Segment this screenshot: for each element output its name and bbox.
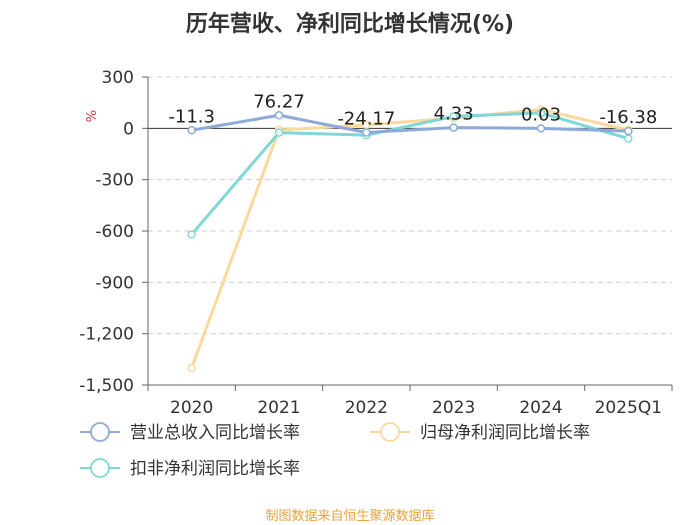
series-line xyxy=(190,111,629,236)
data-label: 0.03 xyxy=(521,104,561,125)
y-tick-label: 300 xyxy=(102,68,134,88)
legend-label: 营业总收入同比增长率 xyxy=(130,423,300,443)
data-label: -11.3 xyxy=(168,106,215,127)
series-line xyxy=(190,108,629,369)
x-tick-label: 2021 xyxy=(257,398,300,418)
data-point xyxy=(536,124,546,133)
chart-title: 历年营收、净利同比增长情况(%) xyxy=(185,12,515,37)
x-tick-label: 2024 xyxy=(519,398,562,418)
x-tick-label: 2023 xyxy=(432,398,475,418)
data-labels: -11.3 76.27 -24.17 4.33 0.03 -16.38 xyxy=(168,91,657,129)
data-point xyxy=(624,134,633,143)
legend-label: 扣非净利润同比增长率 xyxy=(130,459,300,479)
data-point xyxy=(187,230,196,239)
data-point xyxy=(449,112,458,121)
y-tick-label: -300 xyxy=(95,171,134,191)
data-point xyxy=(362,128,371,137)
legend-marker xyxy=(90,458,110,478)
data-point xyxy=(274,111,284,120)
source-note: 制图数据来自恒生聚源数据库 xyxy=(265,509,435,524)
x-tick-label: 2022 xyxy=(345,398,388,418)
data-point xyxy=(274,128,284,137)
data-label: -24.17 xyxy=(337,108,395,129)
y-tick-label: 0 xyxy=(123,119,134,139)
data-point xyxy=(449,123,458,132)
legend-label: 归母净利润同比增长率 xyxy=(420,423,590,443)
data-label: -16.38 xyxy=(599,107,657,128)
x-tick-labels: 2020 2021 2022 2023 2024 2025Q1 xyxy=(170,398,662,418)
data-point xyxy=(187,126,196,135)
x-tick-label: 2025Q1 xyxy=(595,398,662,418)
legend-marker xyxy=(380,422,400,442)
data-label: 76.27 xyxy=(253,91,305,112)
y-tick-label: -900 xyxy=(95,273,134,293)
data-point xyxy=(187,363,196,373)
y-axis-label: % xyxy=(85,110,100,122)
series-lines xyxy=(187,105,633,373)
grid-lines xyxy=(148,76,672,335)
y-tick-labels: 300 0 -300 -600 -900 -1,200 -1,500 xyxy=(79,68,134,396)
data-point xyxy=(624,126,633,136)
y-tick-label: -1,200 xyxy=(79,325,134,345)
data-label: 4.33 xyxy=(434,104,474,125)
y-tick-label: -600 xyxy=(95,222,134,242)
data-point xyxy=(536,108,546,118)
y-tick-label: -1,500 xyxy=(79,376,134,396)
legend-marker xyxy=(90,422,110,442)
series-line xyxy=(191,113,629,134)
x-tick-label: 2020 xyxy=(170,398,213,418)
